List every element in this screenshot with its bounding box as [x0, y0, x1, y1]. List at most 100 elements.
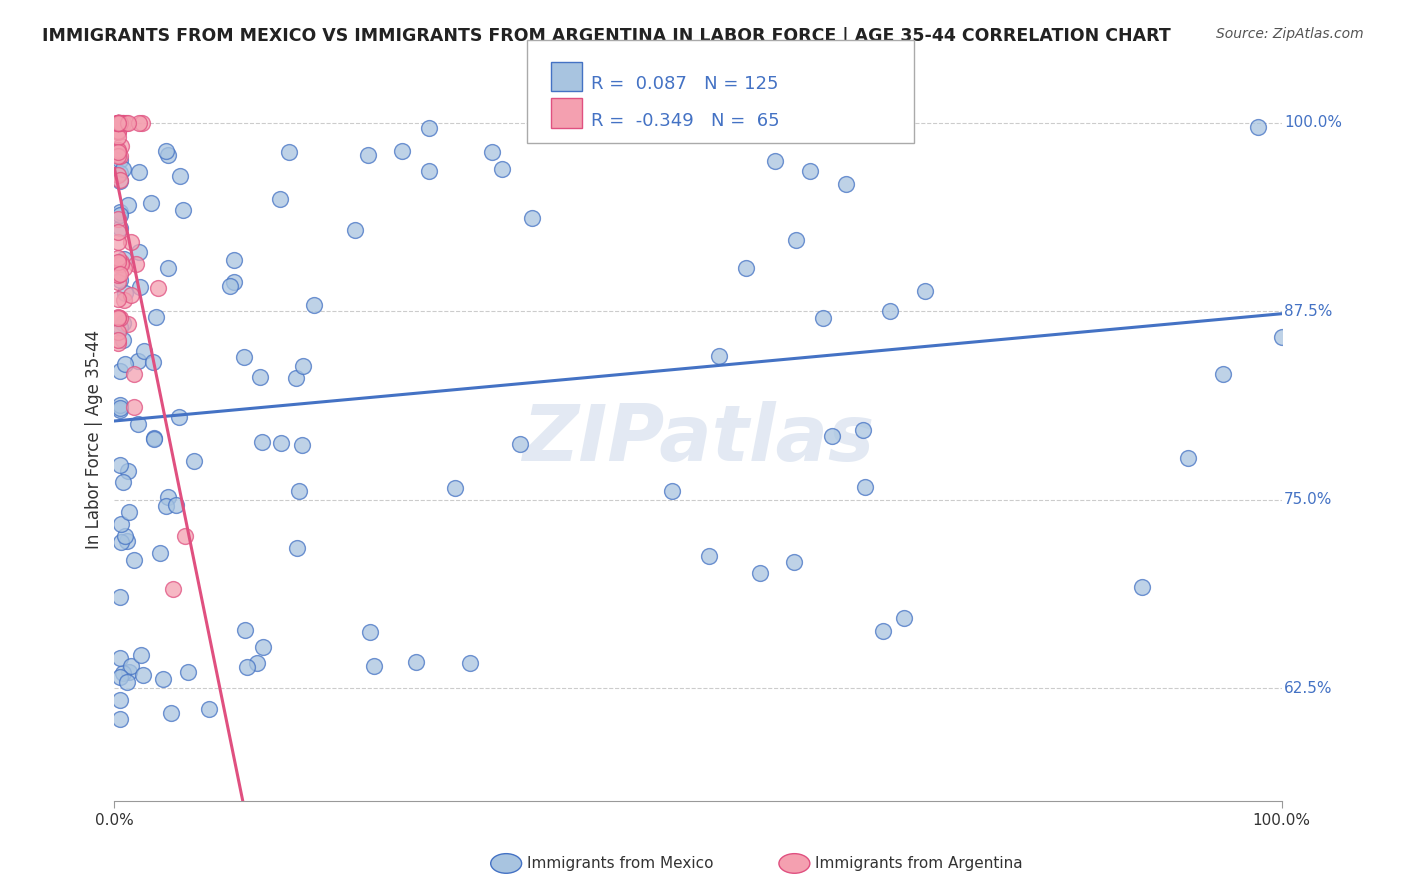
- Point: [110, 166, 132, 180]
- Point: [418, 121, 440, 136]
- Point: [107, 143, 129, 157]
- Point: [107, 333, 129, 347]
- Point: [110, 669, 132, 683]
- Text: Immigrants from Mexico: Immigrants from Mexico: [527, 856, 714, 871]
- Point: [481, 145, 503, 160]
- Point: [872, 624, 894, 639]
- Point: [107, 149, 129, 163]
- Point: [107, 116, 129, 130]
- Point: [111, 162, 134, 177]
- Point: [110, 403, 132, 417]
- Point: [1177, 451, 1199, 466]
- Point: [167, 409, 190, 424]
- Point: [574, 114, 596, 128]
- Point: [145, 310, 167, 324]
- Point: [125, 257, 148, 271]
- Point: [1130, 580, 1153, 594]
- Point: [155, 145, 177, 159]
- Point: [391, 145, 413, 159]
- Point: [745, 101, 768, 115]
- Point: [110, 712, 132, 726]
- Point: [122, 401, 145, 415]
- Point: [707, 349, 730, 363]
- Point: [110, 319, 132, 334]
- Point: [292, 359, 315, 373]
- Point: [236, 660, 259, 674]
- Point: [148, 546, 170, 560]
- Point: [107, 268, 129, 282]
- Point: [107, 257, 129, 271]
- Point: [252, 640, 274, 654]
- Point: [129, 280, 152, 294]
- Point: [107, 116, 129, 130]
- Point: [107, 116, 129, 130]
- Point: [107, 116, 129, 130]
- Point: [157, 260, 180, 275]
- Point: [110, 174, 132, 188]
- Point: [1271, 329, 1294, 343]
- Y-axis label: In Labor Force | Age 35-44: In Labor Force | Age 35-44: [86, 330, 103, 549]
- Point: [110, 138, 132, 153]
- Point: [115, 675, 138, 690]
- Point: [219, 279, 242, 293]
- Point: [120, 659, 142, 673]
- Point: [359, 625, 381, 640]
- Point: [143, 431, 166, 445]
- Point: [222, 252, 245, 267]
- Point: [111, 116, 134, 130]
- Point: [110, 173, 132, 187]
- Point: [172, 202, 194, 217]
- Point: [745, 108, 768, 122]
- Point: [111, 665, 134, 680]
- Point: [661, 483, 683, 498]
- Point: [821, 429, 844, 443]
- Point: [107, 116, 129, 130]
- Point: [139, 196, 162, 211]
- Point: [108, 116, 131, 130]
- Point: [107, 258, 129, 272]
- Point: [284, 371, 307, 385]
- Point: [107, 168, 129, 182]
- Point: [160, 706, 183, 721]
- Point: [1212, 367, 1234, 381]
- Point: [162, 582, 184, 596]
- Point: [110, 398, 132, 412]
- Point: [122, 553, 145, 567]
- Point: [110, 693, 132, 707]
- Point: [107, 255, 129, 269]
- Point: [735, 261, 758, 276]
- Point: [177, 665, 200, 679]
- Point: [108, 116, 131, 130]
- Point: [156, 490, 179, 504]
- Point: [107, 116, 129, 130]
- Point: [107, 275, 129, 289]
- Point: [250, 434, 273, 449]
- Point: [110, 116, 132, 130]
- Point: [249, 369, 271, 384]
- Point: [112, 293, 135, 307]
- Point: [278, 145, 301, 160]
- Point: [112, 261, 135, 276]
- Point: [165, 498, 187, 512]
- Point: [128, 165, 150, 179]
- Point: [785, 233, 807, 247]
- Point: [110, 153, 132, 168]
- Point: [128, 116, 150, 130]
- Text: R =  -0.349   N =  65: R = -0.349 N = 65: [591, 112, 779, 129]
- Point: [108, 116, 131, 130]
- Point: [107, 116, 129, 130]
- Point: [853, 480, 876, 494]
- Point: [233, 624, 256, 638]
- Point: [110, 273, 132, 287]
- Point: [110, 458, 132, 472]
- Point: [107, 211, 129, 226]
- Point: [1247, 120, 1270, 135]
- Point: [128, 245, 150, 260]
- Point: [222, 276, 245, 290]
- Point: [110, 257, 132, 271]
- Point: [146, 281, 169, 295]
- Point: [269, 192, 291, 206]
- Point: [107, 235, 129, 250]
- Text: Immigrants from Argentina: Immigrants from Argentina: [815, 856, 1024, 871]
- Point: [344, 222, 367, 236]
